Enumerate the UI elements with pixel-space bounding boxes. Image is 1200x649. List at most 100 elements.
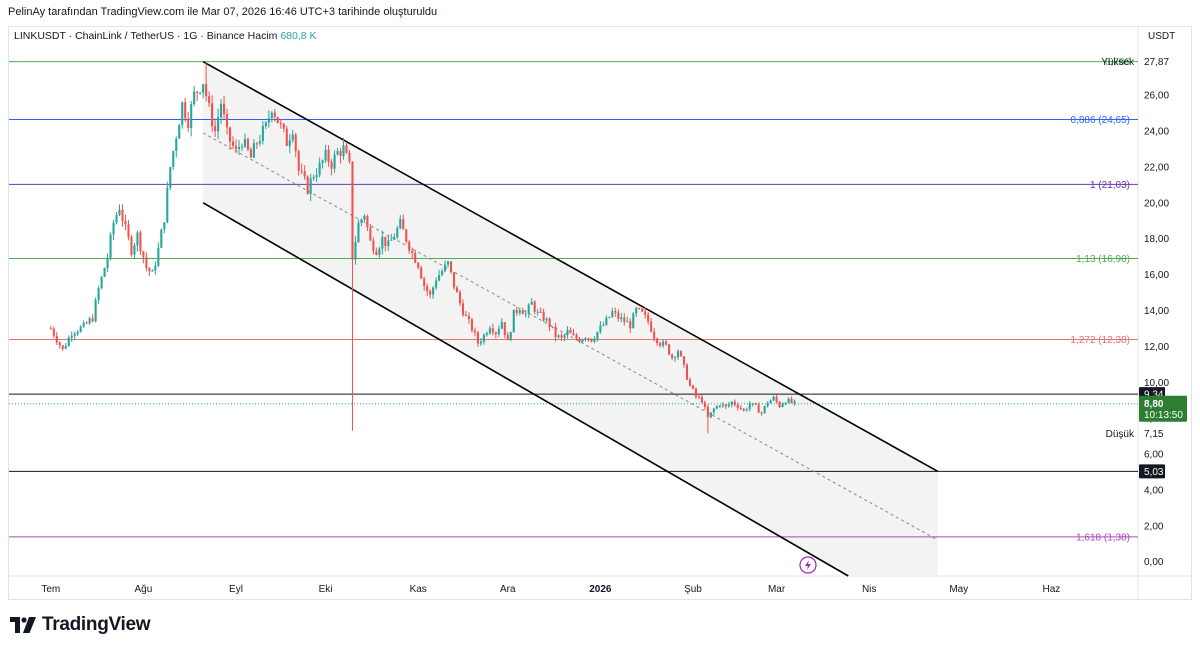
- candle-body: [309, 178, 312, 194]
- candle-body: [455, 287, 459, 293]
- candle-body: [626, 321, 629, 323]
- candle-body: [202, 84, 205, 93]
- candle-body: [94, 299, 97, 322]
- candle-body: [196, 91, 199, 93]
- candle-body: [408, 241, 411, 251]
- tradingview-logo-text: TradingView: [42, 614, 151, 635]
- candle-body: [109, 234, 112, 258]
- candle-body: [557, 335, 560, 338]
- candle-body: [249, 149, 252, 158]
- x-tick-label: May: [949, 584, 968, 595]
- candle-body: [205, 84, 208, 97]
- candle-body: [506, 334, 509, 340]
- channel-mid-line: [202, 132, 939, 541]
- candle-body: [432, 287, 435, 295]
- candle-body: [542, 311, 545, 321]
- tradingview-logo-icon: [10, 617, 36, 633]
- candle-body: [67, 337, 70, 347]
- candle-body: [279, 122, 282, 124]
- candle-body: [252, 143, 255, 158]
- y-tick-label: 20,00: [1144, 198, 1169, 209]
- candle-body: [441, 271, 444, 276]
- candle-body: [449, 261, 453, 273]
- x-tick-label: Ağu: [135, 584, 153, 595]
- candle-body: [324, 149, 327, 161]
- candle-body: [674, 357, 677, 359]
- candle-body: [225, 114, 229, 128]
- x-tick-label: Şub: [684, 584, 702, 595]
- candle-body: [390, 239, 393, 241]
- candle-body: [118, 209, 121, 216]
- y-tick-label: 16,00: [1144, 270, 1169, 281]
- candle-body: [665, 341, 668, 345]
- candle-body: [139, 232, 142, 252]
- candle-body: [91, 318, 94, 322]
- candle-body: [297, 151, 300, 171]
- candle-body: [718, 405, 721, 407]
- candle-body: [381, 236, 384, 249]
- candle-body: [620, 317, 623, 319]
- x-tick-label: Tem: [41, 584, 60, 595]
- candle-body: [375, 251, 378, 255]
- last-price-value: 8,80: [1144, 399, 1164, 410]
- candle-body: [772, 396, 775, 401]
- low-value: 7,15: [1144, 429, 1164, 440]
- candle-body: [539, 311, 542, 313]
- candle-body: [608, 316, 611, 318]
- candle-body: [240, 146, 244, 148]
- candle-body: [775, 396, 778, 402]
- candle-body: [294, 134, 297, 152]
- candle-body: [494, 332, 497, 335]
- candle-body: [730, 401, 733, 405]
- lightning-icon: [799, 556, 817, 574]
- candle-body: [787, 398, 790, 403]
- y-tick-label: 22,00: [1144, 162, 1169, 173]
- candle-body: [662, 341, 665, 346]
- candle-body: [52, 328, 55, 336]
- candle-body: [333, 154, 336, 169]
- candle-body: [214, 126, 217, 132]
- level-tag-upper: 9,34: [1144, 390, 1164, 401]
- candle-body: [360, 219, 363, 224]
- candle-body: [258, 141, 261, 144]
- candle-body: [712, 408, 715, 413]
- candle-body: [467, 315, 471, 320]
- candle-body: [452, 272, 456, 288]
- candle-body: [288, 140, 291, 146]
- candle-body: [709, 412, 712, 418]
- tradingview-logo: TradingView: [10, 612, 151, 638]
- x-tick-label: Ara: [500, 584, 516, 595]
- candle-body: [151, 270, 154, 272]
- candle-body: [336, 151, 339, 155]
- candle-body: [103, 267, 106, 277]
- candle-body: [748, 403, 751, 410]
- candle-body: [461, 303, 465, 315]
- candle-body: [61, 345, 64, 349]
- fib-level-label: 1,13 (16,90): [1076, 254, 1130, 265]
- y-tick-label: 24,00: [1144, 127, 1169, 138]
- fib-level-label: 1,618 (1,38): [1076, 532, 1130, 543]
- candle-body: [73, 333, 76, 336]
- candle-body: [261, 126, 264, 142]
- candle-body: [112, 222, 115, 235]
- volume-label: Hacim: [247, 30, 278, 42]
- candle-body: [599, 325, 602, 332]
- candle-body: [447, 261, 450, 265]
- candle-body: [733, 401, 736, 405]
- y-tick-label: 18,00: [1144, 234, 1169, 245]
- candle-body: [148, 267, 151, 272]
- fib-level-label: 0,886 (24,65): [1071, 115, 1131, 126]
- channel-lower-line: [202, 202, 849, 577]
- candle-body: [121, 209, 124, 221]
- candle-body: [563, 335, 566, 338]
- candle-body: [638, 307, 641, 309]
- candle-body: [393, 237, 396, 240]
- candle-body: [351, 161, 354, 260]
- candle-body: [124, 220, 127, 225]
- candle-body: [255, 143, 258, 145]
- candle-body: [178, 125, 181, 139]
- candle-body: [321, 160, 324, 163]
- candle-body: [187, 118, 190, 128]
- candle-body: [264, 122, 267, 127]
